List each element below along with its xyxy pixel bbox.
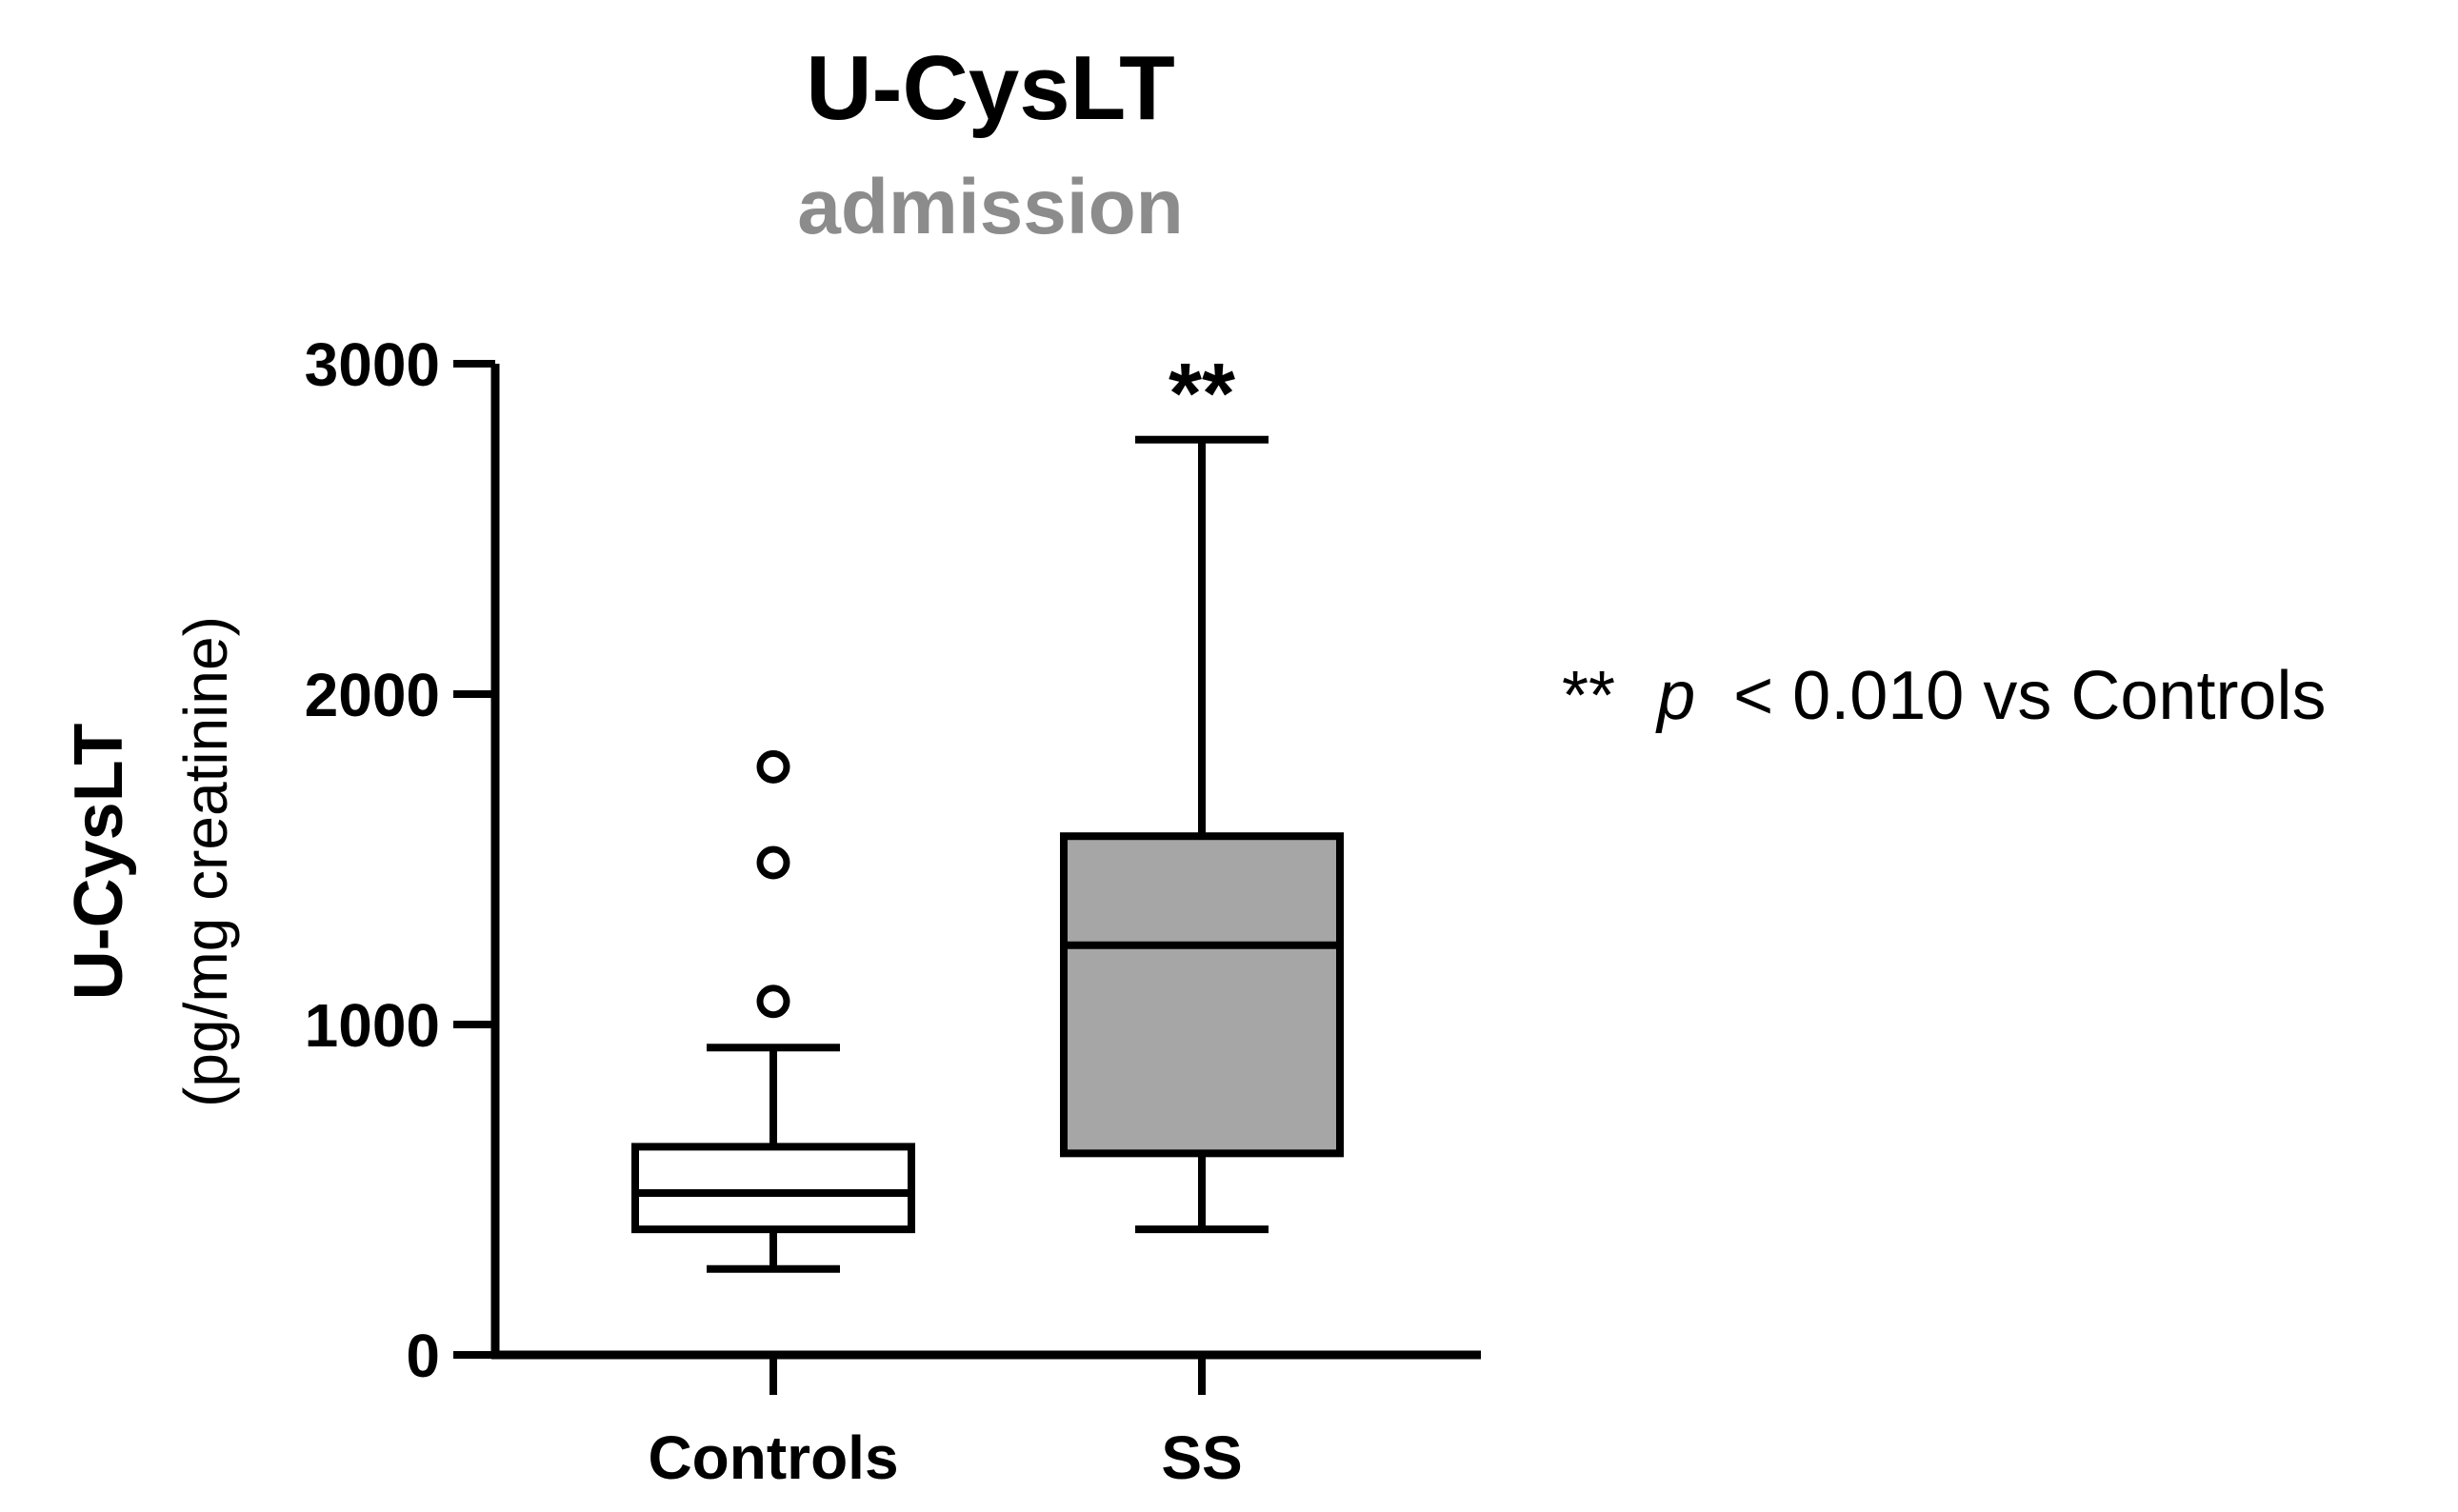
x-ticks: Controls SS [648, 1355, 1243, 1492]
y-axis-unit: (pg/mg creatinine) [171, 616, 240, 1107]
footnote-marker: ** [1562, 658, 1615, 734]
y-tick-label: 1000 [305, 991, 440, 1060]
y-ticks: 0 1000 2000 3000 [305, 330, 495, 1390]
footnote-p-symbol: p [1655, 658, 1695, 734]
x-category-label: SS [1161, 1423, 1242, 1492]
y-tick-label: 2000 [305, 661, 440, 729]
significance-footnote: ** p < 0.010 vs Controls [1562, 658, 2326, 734]
chart-subtitle: admission [797, 164, 1184, 250]
boxes: ** [631, 347, 1344, 1273]
x-category-label: Controls [648, 1423, 898, 1492]
outlier-point [756, 749, 790, 784]
y-axis-label: U-CysLT [61, 724, 137, 1001]
box-group-ss: ** [1060, 347, 1344, 1234]
footnote-text: < 0.010 vs Controls [1733, 658, 2326, 734]
y-tick-label: 3000 [305, 330, 440, 399]
significance-mark: ** [1169, 347, 1235, 442]
chart-title: U-CysLT [806, 37, 1175, 139]
box-group-controls [631, 749, 915, 1273]
outlier-point [756, 846, 790, 880]
iqr-box [631, 1143, 915, 1234]
outlier-point [756, 985, 790, 1019]
y-axis-unit-group: (pg/mg creatinine) [171, 616, 240, 1107]
y-axis-label-group: U-CysLT [61, 724, 137, 1001]
y-tick-label: 0 [406, 1322, 440, 1390]
iqr-box [1060, 832, 1344, 1158]
